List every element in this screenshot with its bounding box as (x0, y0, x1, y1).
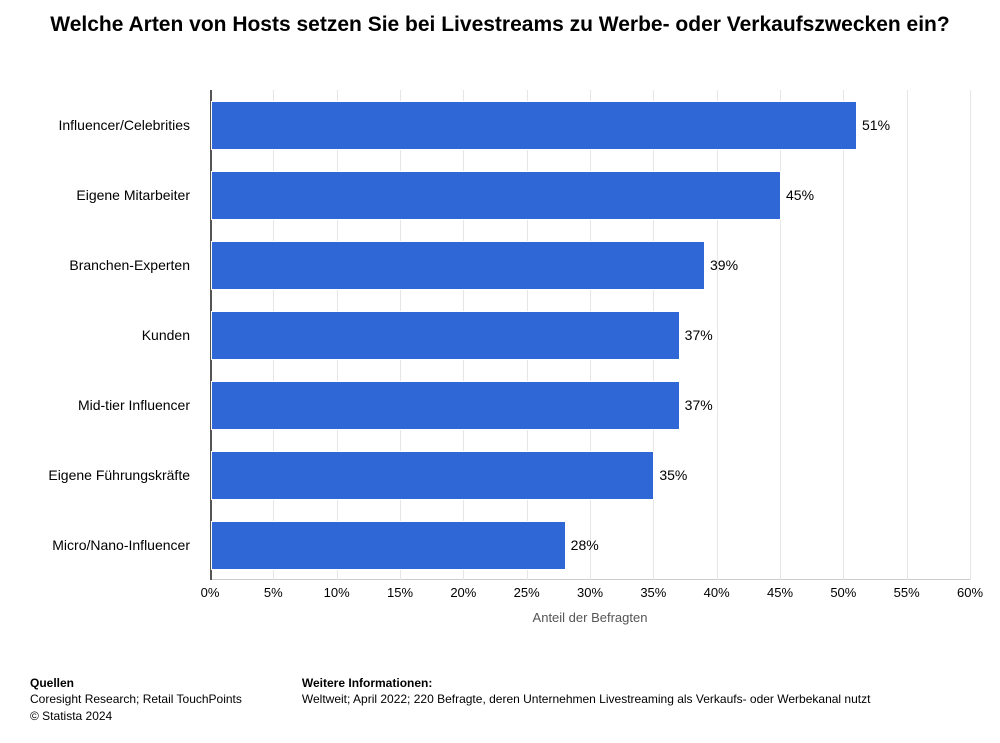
category-label: Branchen-Experten (69, 257, 190, 273)
bar-value-label: 28% (565, 537, 599, 553)
bar: 37% (211, 381, 680, 430)
x-tick-label: 40% (704, 585, 730, 600)
category-label: Mid-tier Influencer (78, 397, 190, 413)
category-label: Influencer/Celebrities (58, 117, 190, 133)
x-tick-label: 55% (894, 585, 920, 600)
bar: 35% (211, 451, 654, 500)
gridline (717, 90, 718, 580)
x-tick-label: 15% (387, 585, 413, 600)
footer-sources-heading: Quellen (30, 675, 242, 692)
bar: 39% (211, 241, 705, 290)
y-axis-labels: Influencer/Celebrities Eigene Mitarbeiter… (30, 90, 200, 580)
x-tick-label: 30% (577, 585, 603, 600)
x-tick-label: 5% (264, 585, 283, 600)
bar-value-label: 51% (856, 117, 890, 133)
chart-title: Welche Arten von Hosts setzen Sie bei Li… (0, 0, 1000, 38)
x-tick-label: 45% (767, 585, 793, 600)
bar-value-label: 37% (679, 397, 713, 413)
x-axis-title: Anteil der Befragten (210, 610, 970, 625)
x-axis-ticks: 0%5%10%15%20%25%30%35%40%45%50%55%60% (210, 585, 970, 605)
bar-value-label: 37% (679, 327, 713, 343)
bar: 51% (211, 101, 857, 150)
footer-info-heading: Weitere Informationen: (302, 675, 871, 692)
x-tick-label: 10% (324, 585, 350, 600)
gridline (907, 90, 908, 580)
chart-area: Influencer/Celebrities Eigene Mitarbeiter… (30, 80, 970, 640)
chart-container: Welche Arten von Hosts setzen Sie bei Li… (0, 0, 1000, 743)
bar-value-label: 35% (653, 467, 687, 483)
bar: 37% (211, 311, 680, 360)
x-tick-label: 35% (640, 585, 666, 600)
chart-footer: Quellen Coresight Research; Retail Touch… (30, 675, 970, 725)
x-tick-label: 25% (514, 585, 540, 600)
footer-info-line1: Weltweit; April 2022; 220 Befragte, dere… (302, 691, 871, 708)
footer-sources: Quellen Coresight Research; Retail Touch… (30, 675, 242, 725)
x-tick-label: 0% (201, 585, 220, 600)
plot-area: 51%45%39%37%37%35%28% (210, 90, 970, 580)
category-label: Eigene Führungskräfte (48, 467, 190, 483)
bar-value-label: 45% (780, 187, 814, 203)
x-tick-label: 20% (450, 585, 476, 600)
gridline (780, 90, 781, 580)
gridline (970, 90, 971, 580)
bar: 28% (211, 521, 566, 570)
gridline (843, 90, 844, 580)
footer-info: Weitere Informationen: Weltweit; April 2… (302, 675, 871, 725)
category-label: Kunden (142, 327, 190, 343)
category-label: Micro/Nano-Influencer (52, 537, 190, 553)
footer-sources-line1: Coresight Research; Retail TouchPoints (30, 691, 242, 708)
bar: 45% (211, 171, 781, 220)
bar-value-label: 39% (704, 257, 738, 273)
x-tick-label: 60% (957, 585, 983, 600)
x-tick-label: 50% (830, 585, 856, 600)
footer-sources-line2: © Statista 2024 (30, 708, 242, 725)
category-label: Eigene Mitarbeiter (76, 187, 190, 203)
